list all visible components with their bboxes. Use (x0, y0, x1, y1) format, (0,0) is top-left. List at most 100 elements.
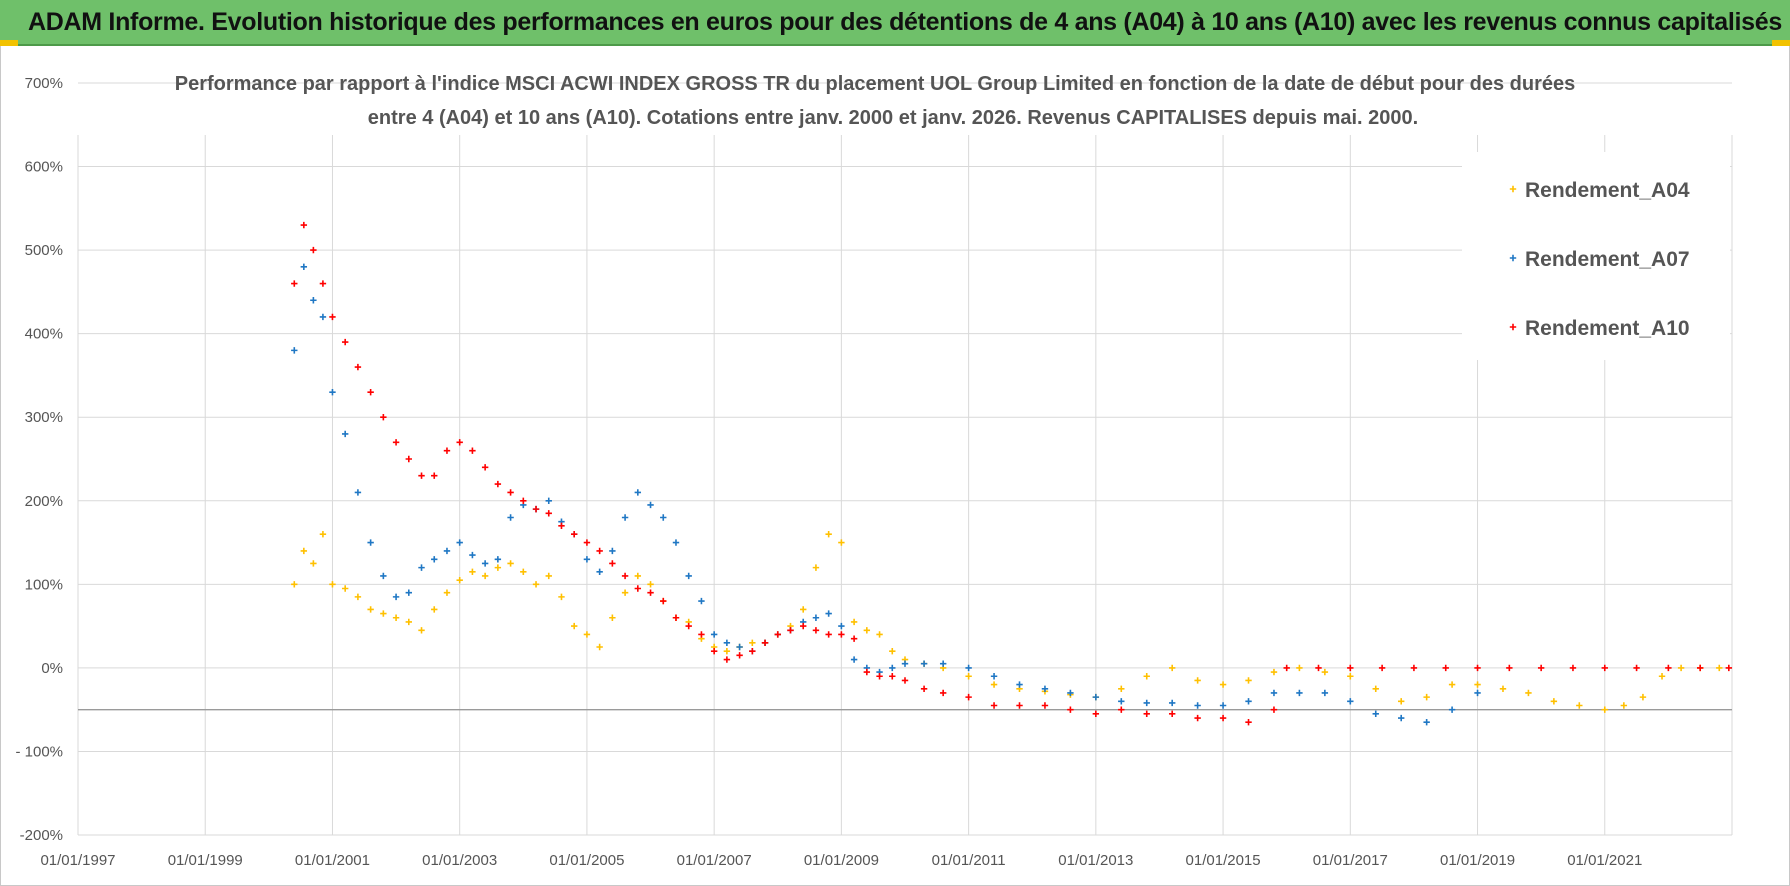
data-point-rendement-a10 (1194, 714, 1201, 722)
x-tick-label: 01/01/2009 (804, 852, 879, 869)
x-tick-label: 01/01/2021 (1567, 852, 1642, 869)
series-rendement-a04 (291, 531, 1723, 713)
data-point-rendement-a04 (1168, 664, 1176, 672)
data-point-rendement-a10 (300, 221, 308, 229)
legend-label: Rendement_A07 (1525, 248, 1690, 271)
data-point-rendement-a07 (1270, 689, 1278, 697)
data-point-rendement-a10 (723, 656, 731, 663)
data-point-rendement-a04 (1576, 702, 1583, 709)
data-point-rendement-a04 (1194, 677, 1201, 684)
legend-marker-rendement-a07 (1509, 254, 1517, 262)
data-point-rendement-a10 (647, 589, 654, 596)
data-point-rendement-a04 (889, 647, 896, 655)
data-point-rendement-a07 (481, 560, 489, 567)
data-point-rendement-a04 (1499, 685, 1507, 692)
data-point-rendement-a04 (1118, 685, 1125, 692)
data-point-rendement-a10 (761, 639, 769, 647)
data-point-rendement-a07 (1423, 719, 1430, 726)
data-point-rendement-a10 (1442, 664, 1449, 672)
data-point-rendement-a10 (1016, 702, 1023, 709)
data-point-rendement-a04 (1677, 664, 1685, 672)
data-point-rendement-a10 (380, 414, 387, 421)
data-point-rendement-a07 (685, 572, 692, 580)
data-point-rendement-a04 (1372, 685, 1379, 692)
data-point-rendement-a07 (405, 589, 412, 596)
data-point-rendement-a04 (1143, 673, 1150, 680)
data-point-rendement-a10 (736, 652, 743, 659)
legend-marker-rendement-a10 (1509, 323, 1517, 331)
data-point-rendement-a10 (800, 622, 807, 630)
chart-title-line-1: Performance par rapport à l'indice MSCI … (175, 73, 1576, 95)
data-point-rendement-a10 (520, 497, 527, 504)
data-point-rendement-a07 (1398, 714, 1405, 722)
data-point-rendement-a10 (1725, 664, 1733, 672)
data-point-rendement-a04 (1347, 673, 1354, 680)
data-point-rendement-a10 (596, 547, 603, 555)
data-point-rendement-a04 (418, 627, 425, 634)
data-point-rendement-a10 (660, 597, 667, 605)
data-point-rendement-a10 (456, 439, 463, 446)
data-point-rendement-a10 (341, 338, 349, 346)
data-point-rendement-a04 (443, 589, 451, 596)
data-point-rendement-a07 (300, 263, 308, 271)
data-point-rendement-a04 (329, 581, 336, 588)
data-point-rendement-a07 (469, 551, 476, 559)
data-point-rendement-a10 (571, 531, 578, 538)
data-point-rendement-a04 (1474, 681, 1481, 688)
data-point-rendement-a07 (443, 547, 451, 555)
data-point-rendement-a07 (583, 556, 591, 563)
data-point-rendement-a10 (787, 627, 794, 634)
data-point-rendement-a07 (1296, 689, 1303, 697)
data-point-rendement-a04 (545, 572, 552, 580)
data-point-rendement-a07 (609, 547, 616, 555)
data-point-rendement-a04 (1620, 702, 1628, 709)
x-tick-label: 01/01/2015 (1186, 852, 1261, 869)
data-point-rendement-a04 (319, 531, 327, 538)
data-point-rendement-a10 (1092, 710, 1100, 718)
data-point-rendement-a07 (1092, 693, 1100, 701)
data-point-rendement-a04 (558, 593, 565, 601)
y-tick-label: 0% (41, 660, 63, 677)
data-point-rendement-a04 (1448, 681, 1456, 688)
data-point-rendement-a10 (1696, 664, 1704, 672)
data-point-rendement-a04 (532, 581, 540, 588)
data-point-rendement-a07 (838, 622, 845, 630)
data-point-rendement-a04 (596, 643, 603, 651)
data-point-rendement-a07 (1194, 702, 1201, 709)
data-point-rendement-a04 (647, 581, 654, 588)
data-point-rendement-a04 (1658, 673, 1666, 680)
data-point-rendement-a07 (1143, 699, 1150, 707)
data-point-rendement-a10 (850, 635, 858, 642)
data-point-rendement-a07 (354, 489, 362, 496)
y-tick-label: 200% (25, 493, 63, 510)
data-point-rendement-a04 (431, 606, 438, 613)
data-point-rendement-a07 (392, 593, 400, 601)
data-point-rendement-a07 (1118, 698, 1125, 705)
x-tick-label: 01/01/2017 (1313, 852, 1388, 869)
data-point-rendement-a10 (920, 685, 928, 692)
data-point-rendement-a04 (1525, 689, 1532, 697)
data-point-rendement-a10 (1378, 664, 1386, 672)
data-point-rendement-a10 (1506, 664, 1513, 672)
data-point-rendement-a10 (672, 614, 680, 621)
data-point-rendement-a04 (456, 576, 463, 584)
data-point-rendement-a07 (850, 656, 858, 663)
data-point-rendement-a10 (291, 280, 298, 287)
y-tick-label: 700% (25, 75, 63, 92)
data-point-rendement-a07 (329, 388, 336, 396)
data-point-rendement-a10 (634, 585, 642, 592)
data-point-rendement-a04 (990, 681, 998, 688)
data-point-rendement-a07 (456, 539, 463, 546)
data-point-rendement-a10 (749, 647, 756, 655)
data-point-rendement-a07 (698, 597, 705, 605)
data-point-rendement-a04 (520, 568, 527, 575)
data-point-rendement-a10 (863, 668, 871, 676)
x-tick-label: 01/01/2019 (1440, 852, 1515, 869)
axes: -200% - 100% 0% 100% 200% 300% 400% 500% 600% 700… (15, 75, 1732, 869)
y-tick-label: 500% (25, 242, 63, 259)
x-tick-label: 01/01/2003 (422, 852, 497, 869)
y-tick-label: - 100% (15, 743, 63, 760)
data-point-rendement-a10 (431, 472, 438, 479)
data-point-rendement-a10 (1601, 664, 1608, 672)
data-point-rendement-a10 (310, 246, 317, 254)
